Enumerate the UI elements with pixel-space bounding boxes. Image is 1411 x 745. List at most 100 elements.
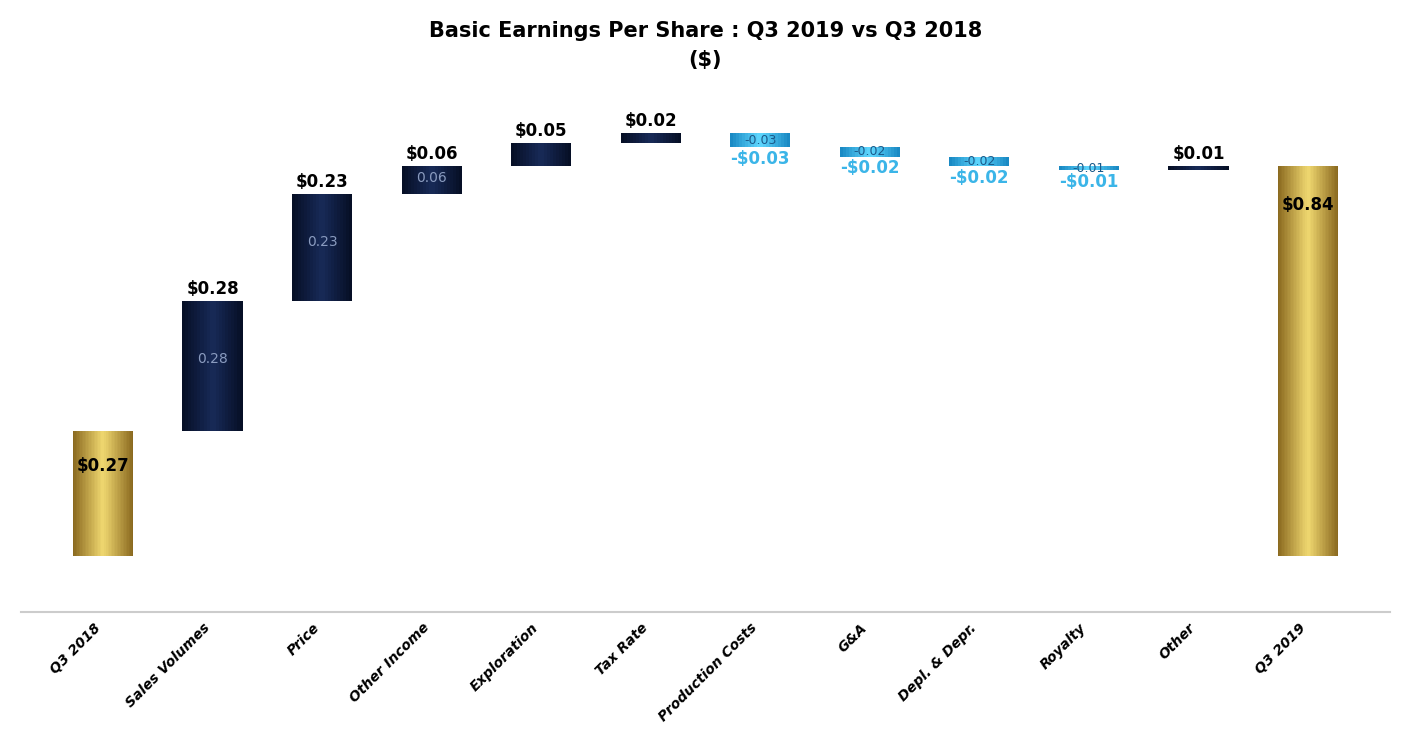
Bar <box>729 133 734 148</box>
Bar <box>758 133 761 148</box>
Bar <box>1101 166 1103 171</box>
Bar <box>766 133 769 148</box>
Bar <box>1283 166 1284 557</box>
Bar <box>1198 166 1202 171</box>
Bar <box>958 156 961 166</box>
Text: -0.02: -0.02 <box>964 155 996 168</box>
Bar <box>1309 166 1311 557</box>
Bar <box>650 133 653 142</box>
Bar <box>955 156 958 166</box>
Bar <box>75 431 76 557</box>
Bar <box>742 133 745 148</box>
Text: 0.28: 0.28 <box>198 352 229 367</box>
Bar <box>103 431 104 557</box>
Bar <box>1068 166 1071 171</box>
Bar <box>443 166 447 194</box>
Bar <box>550 142 553 166</box>
Bar <box>1314 166 1315 557</box>
Bar <box>569 142 571 166</box>
Bar <box>111 431 113 557</box>
Bar <box>1321 166 1322 557</box>
Bar <box>895 148 897 156</box>
Bar <box>745 133 748 148</box>
Bar <box>227 301 230 431</box>
Bar <box>1082 166 1086 171</box>
Bar <box>76 431 78 557</box>
Bar <box>864 148 866 156</box>
Bar <box>337 194 340 301</box>
Text: -0.02: -0.02 <box>854 145 886 159</box>
Bar <box>447 166 450 194</box>
Bar <box>542 142 545 166</box>
Bar <box>626 133 629 142</box>
Bar <box>1086 166 1089 171</box>
Bar <box>303 194 308 301</box>
Bar <box>219 301 222 431</box>
Bar <box>734 133 737 148</box>
Text: $0.23: $0.23 <box>296 173 349 191</box>
Bar <box>529 142 532 166</box>
Bar <box>666 133 669 142</box>
Text: $0.01: $0.01 <box>1173 145 1225 163</box>
Bar <box>559 142 562 166</box>
Bar <box>93 431 95 557</box>
Bar <box>1305 166 1307 557</box>
Bar <box>86 431 87 557</box>
Bar <box>1312 166 1314 557</box>
Bar <box>456 166 459 194</box>
Bar <box>316 194 319 301</box>
Bar <box>873 148 876 156</box>
Bar <box>329 194 332 301</box>
Bar <box>952 156 955 166</box>
Bar <box>1287 166 1288 557</box>
Bar <box>109 431 110 557</box>
Bar <box>322 194 325 301</box>
Bar <box>653 133 656 142</box>
Bar <box>1294 166 1295 557</box>
Bar <box>100 431 102 557</box>
Bar <box>116 431 117 557</box>
Bar <box>1079 166 1082 171</box>
Bar <box>429 166 432 194</box>
Bar <box>102 431 103 557</box>
Bar <box>562 142 566 166</box>
Bar <box>769 133 772 148</box>
Bar <box>1284 166 1285 557</box>
Bar <box>992 156 995 166</box>
Bar <box>677 133 682 142</box>
Bar <box>787 133 790 148</box>
Bar <box>849 148 852 156</box>
Bar <box>950 156 952 166</box>
Bar <box>295 194 298 301</box>
Bar <box>1298 166 1300 557</box>
Bar <box>961 156 964 166</box>
Bar <box>124 431 126 557</box>
Bar <box>182 301 185 431</box>
Bar <box>1189 166 1192 171</box>
Bar <box>629 133 632 142</box>
Bar <box>632 133 636 142</box>
Bar <box>511 142 514 166</box>
Bar <box>437 166 440 194</box>
Bar <box>73 431 75 557</box>
Bar <box>1195 166 1198 171</box>
Text: -$0.03: -$0.03 <box>731 150 790 168</box>
Bar <box>1335 166 1336 557</box>
Bar <box>99 431 100 557</box>
Bar <box>119 431 120 557</box>
Bar <box>1205 166 1208 171</box>
Bar <box>237 301 240 431</box>
Bar <box>82 431 83 557</box>
Bar <box>332 194 334 301</box>
Bar <box>413 166 416 194</box>
Bar <box>127 431 128 557</box>
Bar <box>1280 166 1281 557</box>
Bar <box>1006 156 1009 166</box>
Bar <box>435 166 437 194</box>
Bar <box>1168 166 1171 171</box>
Bar <box>192 301 195 431</box>
Bar <box>995 156 998 166</box>
Bar <box>1291 166 1292 557</box>
Bar <box>858 148 861 156</box>
Bar <box>1184 166 1187 171</box>
